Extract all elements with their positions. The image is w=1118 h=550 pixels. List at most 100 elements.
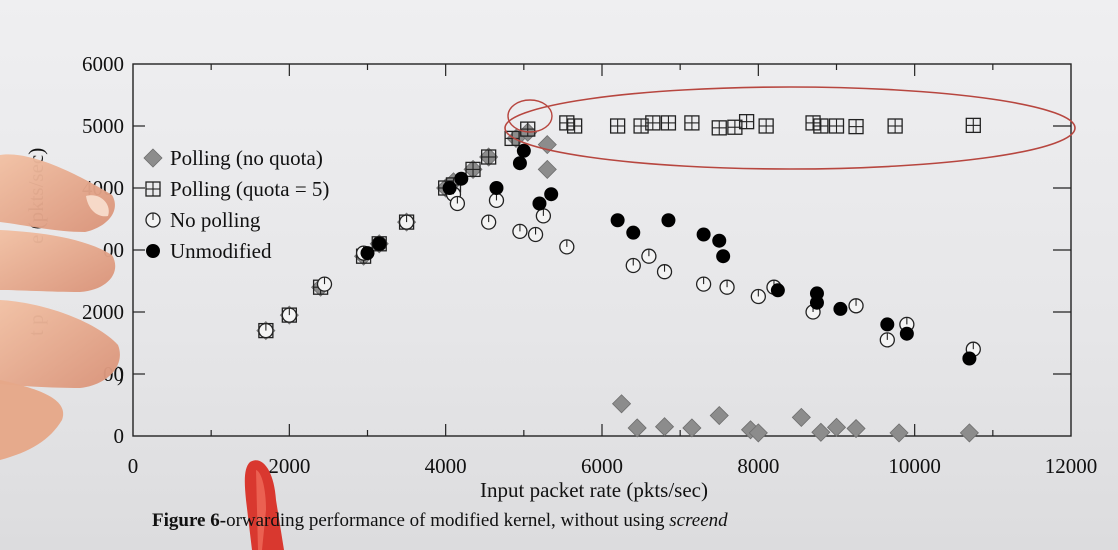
data-point [281,307,297,323]
data-point [682,418,702,438]
data-point [625,257,641,274]
data-point [750,288,766,305]
y-tick-label: 6000 [82,52,124,76]
data-point [566,118,583,134]
data-point [899,326,914,341]
data-point [770,283,785,298]
data-point [833,301,848,316]
data-point [481,214,497,230]
data-point [442,181,457,195]
data-point [959,423,979,443]
data-point [826,417,847,437]
data-point [559,239,575,255]
data-point [656,264,673,280]
data-point [481,149,497,165]
data-point [537,159,557,179]
data-point [316,276,333,292]
y-tick-label: 2000 [82,300,124,324]
data-point [758,118,774,134]
pen-highlight [256,470,266,550]
data-point [711,120,727,136]
y-tick-label: 0 [114,424,125,448]
data-point [532,196,547,211]
data-point [520,121,536,137]
data-point [684,115,700,131]
y-tick-label: 5000 [82,114,124,138]
data-point [965,117,981,134]
x-axis-title: Input packet rate (pkts/sec) [480,478,708,502]
data-point [512,156,527,171]
data-point [258,322,274,339]
finger-1 [0,154,115,232]
annotation-ellipse [504,86,1076,170]
x-tick-label: 0 [128,454,139,478]
legend-marker [145,181,161,197]
data-point [489,181,504,195]
data-point [641,248,657,264]
data-point [645,115,661,131]
finger-3 [0,300,120,388]
legend-marker [143,148,163,168]
x-tick-label: 4000 [425,454,467,478]
data-point [465,161,481,178]
data-point [372,236,387,251]
data-point [559,115,575,131]
fingernail [86,195,109,217]
data-point [738,114,755,130]
data-point [809,295,824,310]
data-point [879,332,895,348]
data-point [661,213,676,228]
series-circle-filled [360,143,977,366]
legend-label: No polling [170,208,261,232]
data-point [811,422,831,442]
caption-text: orwarding performance of modified kernel… [226,510,670,531]
x-tick-label: 12000 [1045,454,1098,478]
data-point [716,249,731,264]
data-point [791,407,811,427]
data-point [449,195,466,212]
data-point [887,118,903,134]
annotation-ellipse-link [507,99,553,133]
data-point [962,351,977,366]
legend-marker [145,212,161,228]
data-point [504,130,520,147]
data-point [696,227,711,242]
data-point [828,118,845,134]
data-point [454,171,469,186]
legend-label: Unmodified [170,239,272,263]
data-point [709,405,729,426]
data-point [512,223,528,240]
data-point [527,226,544,243]
legend-label: Polling (no quota) [170,146,323,170]
x-tick-label: 2000 [268,454,310,478]
data-point [626,225,641,240]
data-point [846,418,866,439]
data-point [398,214,415,230]
data-point [889,423,909,443]
data-point [748,423,768,443]
legend-marker [146,244,160,258]
data-point [848,298,864,314]
x-tick-label: 8000 [737,454,779,478]
data-point [627,418,647,438]
x-tick-label: 6000 [581,454,623,478]
data-point [805,115,821,131]
legend: Polling (no quota) Polling (quota = 5) No … [143,146,329,263]
data-point [848,118,864,135]
data-point [609,118,626,134]
data-point [516,143,531,158]
data-point [712,233,727,248]
legend-label: Polling (quota = 5) [170,177,329,201]
data-point [695,276,712,292]
data-point [360,246,375,261]
figure-caption: Figure 6-orwarding performance of modifi… [152,510,728,532]
data-point [611,394,632,414]
y-tick-label-partial: ) [117,362,124,386]
data-point [660,115,677,131]
x-tick-label: 10000 [888,454,941,478]
caption-italic: screend [669,510,728,531]
data-point [537,135,557,155]
